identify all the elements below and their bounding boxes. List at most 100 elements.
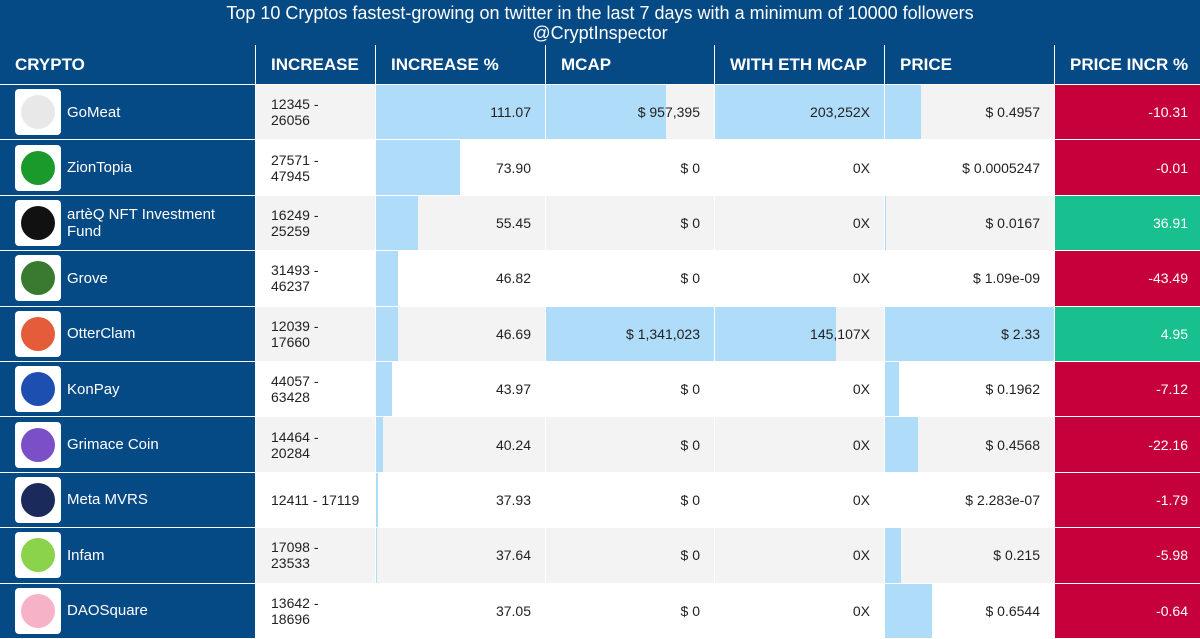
price-incr-cell: -22.16 bbox=[1055, 417, 1200, 472]
column-header: CRYPTO bbox=[0, 45, 255, 84]
crypto-name: Meta MVRS bbox=[67, 491, 148, 509]
value-bar bbox=[546, 85, 666, 140]
price-incr-cell: -0.64 bbox=[1055, 583, 1200, 638]
price-incr-cell: 4.95 bbox=[1055, 306, 1200, 361]
increase-cell: 12411 - 17119 bbox=[256, 472, 375, 528]
crypto-cell: Grimace Coin bbox=[0, 417, 255, 472]
crypto-logo bbox=[15, 89, 61, 136]
increase-cell: 14464 - 20284 bbox=[256, 417, 375, 472]
increase-text: 16249 - 25259 bbox=[271, 206, 319, 239]
cell-value: $ 0.4568 bbox=[985, 436, 1041, 453]
increase-text: 13642 - 18696 bbox=[271, 594, 319, 627]
increase-pct-cell: 37.93 bbox=[376, 472, 545, 528]
increase-cell: 17098 - 23533 bbox=[256, 528, 375, 583]
increase-pct-cell: 37.05 bbox=[376, 583, 545, 638]
cell-value: -0.64 bbox=[1156, 602, 1188, 619]
increase-pct-cell: 111.07 bbox=[376, 85, 545, 140]
mcap-cell: $ 0 bbox=[546, 417, 714, 472]
cell-value: -5.98 bbox=[1156, 547, 1188, 564]
cell-value: -1.79 bbox=[1156, 491, 1188, 508]
increase-cell: 12039 - 17660 bbox=[256, 306, 375, 361]
value-bar bbox=[376, 195, 418, 251]
subtitle: @CryptInspector bbox=[532, 23, 668, 43]
increase-pct-cell: 43.97 bbox=[376, 361, 545, 417]
crypto-name: Grove bbox=[67, 269, 108, 287]
price-incr-cell: -0.01 bbox=[1055, 140, 1200, 195]
mcap-cell: $ 0 bbox=[546, 528, 714, 583]
cell-value: $ 0 bbox=[680, 381, 700, 398]
cell-value: 40.24 bbox=[495, 436, 531, 453]
crypto-name: KonPay bbox=[67, 380, 120, 398]
price-incr-cell: -1.79 bbox=[1055, 472, 1200, 528]
crypto-cell: ZionTopia bbox=[0, 140, 255, 195]
cell-value: 0X bbox=[852, 491, 870, 508]
cell-value: $ 0 bbox=[680, 159, 700, 176]
value-bar bbox=[376, 417, 384, 472]
increase-pct-cell: 73.90 bbox=[376, 140, 545, 195]
header: Top 10 Cryptos fastest-growing on twitte… bbox=[0, 0, 1200, 45]
price-cell: $ 0.0005247 bbox=[885, 140, 1054, 195]
eth-mcap-cell: 0X bbox=[715, 251, 884, 306]
cell-value: 37.05 bbox=[495, 602, 531, 619]
cell-value: $ 1,341,023 bbox=[626, 325, 700, 342]
crypto-name: DAOSquare bbox=[67, 602, 148, 620]
cell-value: 0X bbox=[852, 436, 870, 453]
cell-value: $ 0.4957 bbox=[985, 104, 1041, 121]
cell-value: 46.82 bbox=[495, 270, 531, 287]
cell-value: $ 0 bbox=[680, 491, 700, 508]
increase-cell: 27571 - 47945 bbox=[256, 140, 375, 195]
cell-value: -7.12 bbox=[1156, 381, 1188, 398]
crypto-name: GoMeat bbox=[67, 103, 121, 121]
crypto-logo bbox=[15, 255, 61, 302]
price-incr-cell: -7.12 bbox=[1055, 361, 1200, 417]
cell-value: 111.07 bbox=[490, 104, 531, 121]
increase-pct-cell: 46.69 bbox=[376, 306, 545, 361]
value-bar bbox=[885, 528, 901, 583]
value-bar bbox=[376, 528, 378, 583]
increase-text: 12345 - 26056 bbox=[271, 96, 319, 129]
increase-cell: 44057 - 63428 bbox=[256, 361, 375, 417]
crypto-logo bbox=[15, 421, 61, 468]
table: CRYPTO INCREASE INCREASE % MCAP WITH ETH MCA… bbox=[0, 45, 1200, 638]
eth-mcap-cell: 0X bbox=[715, 528, 884, 583]
eth-mcap-cell: 0X bbox=[715, 140, 884, 195]
cell-value: $ 1.09e-09 bbox=[973, 270, 1040, 287]
crypto-logo bbox=[15, 366, 61, 413]
cell-value: $ 0 bbox=[680, 270, 700, 287]
cell-value: $ 0 bbox=[680, 436, 700, 453]
increase-pct-cell: 37.64 bbox=[376, 528, 545, 583]
increase-text: 31493 - 46237 bbox=[271, 262, 319, 295]
increase-cell: 16249 - 25259 bbox=[256, 195, 375, 251]
cell-value: 55.45 bbox=[495, 214, 531, 231]
cell-value: 73.90 bbox=[495, 159, 531, 176]
mcap-cell: $ 0 bbox=[546, 583, 714, 638]
cell-value: 37.64 bbox=[495, 547, 531, 564]
cell-value: $ 957,395 bbox=[637, 104, 700, 121]
eth-mcap-cell: 0X bbox=[715, 195, 884, 251]
crypto-logo bbox=[15, 532, 61, 579]
price-cell: $ 0.4568 bbox=[885, 417, 1054, 472]
value-bar bbox=[715, 306, 836, 361]
value-bar bbox=[715, 85, 884, 140]
eth-mcap-cell: 203,252X bbox=[715, 85, 884, 140]
crypto-logo bbox=[15, 199, 61, 246]
cell-value: 0X bbox=[852, 214, 870, 231]
column-header: INCREASE bbox=[256, 45, 375, 84]
value-bar bbox=[885, 85, 921, 140]
price-cell: $ 2.283e-07 bbox=[885, 472, 1054, 528]
price-incr-cell: 36.91 bbox=[1055, 195, 1200, 251]
value-bar bbox=[376, 306, 398, 361]
cell-value: 145,107X bbox=[810, 325, 870, 342]
cell-value: -10.31 bbox=[1148, 104, 1188, 121]
value-bar bbox=[546, 306, 714, 361]
cell-value: $ 2.283e-07 bbox=[965, 491, 1040, 508]
cell-value: 0X bbox=[852, 159, 870, 176]
crypto-cell: DAOSquare bbox=[0, 583, 255, 638]
value-bar bbox=[376, 361, 392, 417]
cell-value: 0X bbox=[852, 381, 870, 398]
cell-value: $ 0.0167 bbox=[985, 214, 1041, 231]
price-cell: $ 0.6544 bbox=[885, 583, 1054, 638]
price-cell: $ 0.1962 bbox=[885, 361, 1054, 417]
eth-mcap-cell: 0X bbox=[715, 583, 884, 638]
crypto-logo bbox=[15, 310, 61, 357]
